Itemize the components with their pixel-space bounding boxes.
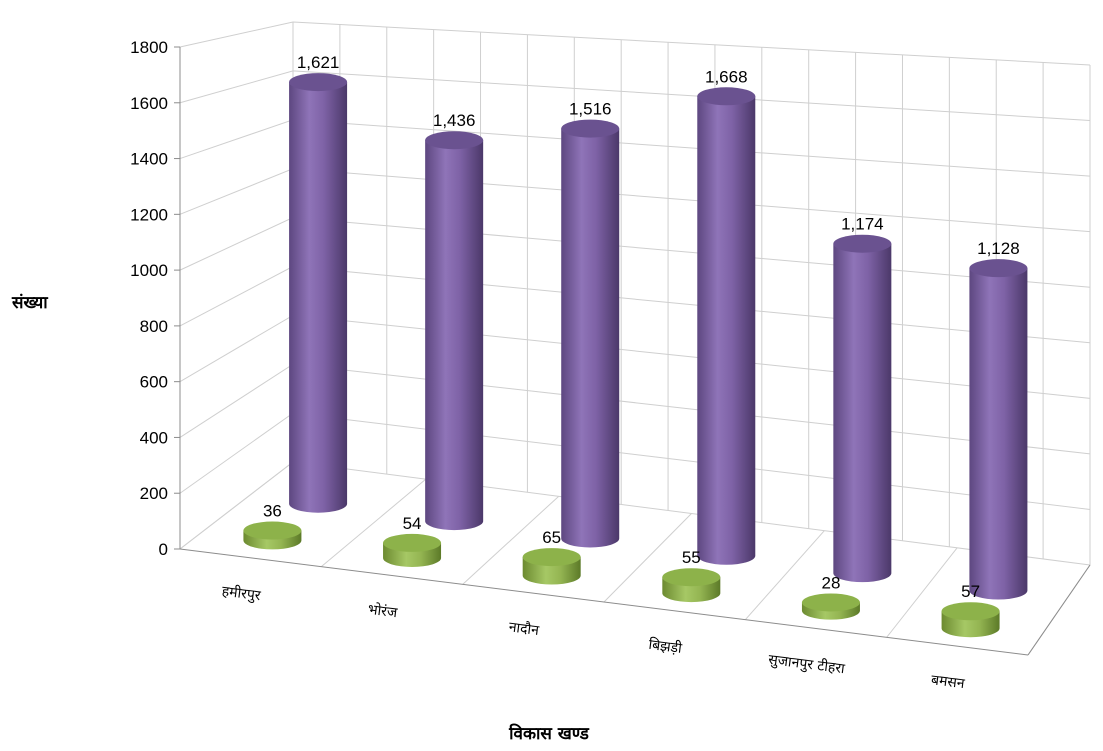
bar-series-2	[801, 593, 860, 620]
data-label-series-1: 1,621	[297, 53, 340, 72]
bar-series-2-top	[801, 593, 860, 612]
bar-series-1	[425, 131, 484, 531]
bar-series-2-top	[243, 521, 302, 540]
y-tick-label: 200	[140, 484, 168, 503]
bar-series-1-body	[969, 268, 1028, 600]
floor-divider	[179, 461, 294, 550]
data-label-series-2: 55	[682, 548, 701, 567]
data-label-series-1: 1,668	[705, 67, 748, 86]
y-tick-label: 1400	[130, 150, 168, 169]
data-label-series-1: 1,174	[841, 215, 884, 234]
x-category-label: सुजानपुर टीहरा	[767, 651, 846, 677]
y-tick-label: 800	[140, 317, 168, 336]
bar-series-2	[662, 568, 721, 603]
bar-series-1-top	[561, 119, 620, 138]
bar-series-1-body	[561, 128, 620, 548]
y-tick-label: 1600	[130, 94, 168, 113]
bar-series-2	[243, 521, 302, 550]
x-category-label: हमीरपुर	[221, 583, 262, 605]
bar-series-1-top	[289, 73, 348, 92]
floor-divider	[886, 547, 958, 638]
y-tick-labels: 0 200 400 600 800 1000 1200 1400 1600 1800	[130, 38, 168, 559]
bar-series-1-body	[289, 82, 348, 513]
data-label-series-1: 1,516	[569, 100, 612, 119]
x-axis-line	[179, 548, 1029, 656]
x-axis-title: विकास खण्ड	[508, 723, 590, 744]
y-tick-label: 1800	[130, 38, 168, 57]
bars	[243, 73, 1028, 638]
bar-series-1-top	[425, 131, 484, 150]
y-axis-title: संख्या	[11, 293, 48, 313]
data-label-series-2: 65	[542, 528, 561, 547]
bar-series-1	[697, 87, 756, 565]
bar-series-1	[289, 73, 348, 513]
bar-series-2	[522, 548, 581, 585]
x-category-label: बमसन	[930, 672, 966, 692]
x-category-label: बिझड़ी	[648, 636, 684, 657]
bar-series-1-body	[697, 96, 756, 565]
data-label-series-2: 36	[263, 502, 282, 521]
floor-divider	[603, 513, 692, 603]
data-label-series-2: 54	[403, 514, 422, 533]
bar-series-2-top	[383, 533, 442, 552]
bar-series-1-top	[833, 234, 892, 253]
y-tick-label: 0	[159, 540, 168, 559]
y-tick-label: 400	[140, 428, 168, 447]
data-label-series-2: 28	[821, 573, 840, 592]
bar-series-2-top	[662, 568, 721, 587]
y-tick-label: 1200	[130, 205, 168, 224]
bar-series-2	[941, 602, 1000, 638]
x-category-label: नादौन	[508, 618, 540, 639]
floor-divider	[321, 478, 427, 568]
bar-series-2	[383, 533, 442, 567]
bar-series-2-top	[941, 602, 1000, 621]
x-category-label: भोरंज	[367, 601, 399, 622]
bar-series-1	[561, 119, 620, 548]
y-tick-label: 600	[140, 373, 168, 392]
bar-series-1-top	[969, 259, 1028, 278]
bar-series-1-top	[697, 87, 756, 106]
axes	[174, 46, 1091, 656]
data-label-series-1: 1,128	[977, 239, 1020, 258]
bar-series-1	[969, 259, 1028, 600]
y-tick-label: 1000	[130, 261, 168, 280]
data-label-series-2: 57	[961, 582, 980, 601]
bar-series-1-body	[425, 140, 484, 531]
bar-series-1	[833, 234, 892, 583]
bar-series-1-body	[833, 243, 892, 583]
floor-divider	[744, 530, 825, 620]
floor-edge	[1027, 564, 1091, 656]
data-labels: 1,621 1,436 1,516 1,668 1,174 1,128 36 54 65 55 28…	[263, 53, 1020, 601]
floor-divider	[462, 495, 560, 585]
data-label-series-1: 1,436	[433, 111, 476, 130]
bar-series-2-top	[522, 548, 581, 567]
